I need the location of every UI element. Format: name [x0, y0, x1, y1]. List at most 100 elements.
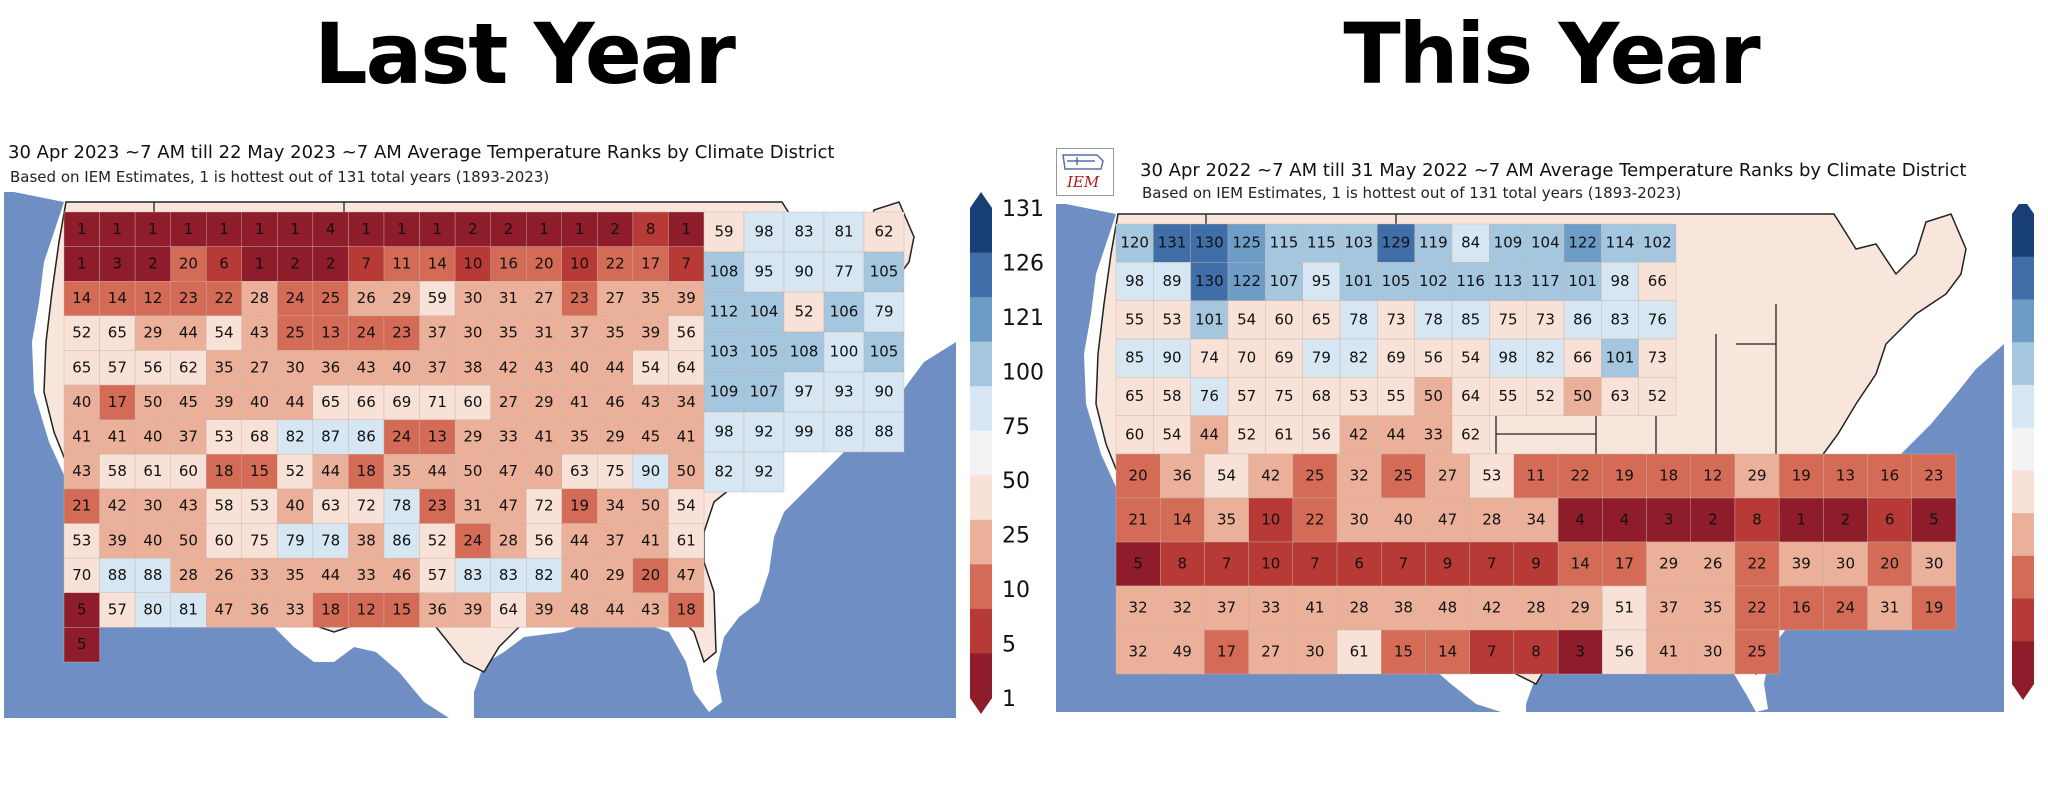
- district-cell: [348, 211, 385, 247]
- district-cell: [490, 211, 527, 247]
- district-cell: [312, 315, 349, 351]
- district-rank: 65: [1312, 310, 1331, 328]
- district-cell: [1557, 585, 1603, 631]
- district-rank: 2: [504, 220, 514, 238]
- district-rank: 78: [321, 531, 340, 549]
- district-cell: [1115, 223, 1154, 263]
- district-cell: [1602, 629, 1647, 675]
- district-cell: [63, 281, 100, 317]
- district-rank: 32: [1350, 467, 1369, 485]
- district-rank: 68: [1312, 387, 1331, 405]
- district-rank: 44: [321, 566, 340, 584]
- district-cell: [134, 557, 171, 593]
- district-rank: 18: [321, 601, 340, 619]
- district-rank: 107: [750, 383, 779, 401]
- district-cell: [1227, 300, 1266, 340]
- district-rank: 53: [250, 497, 269, 515]
- district-rank: 52: [794, 303, 813, 321]
- district-cell: [526, 557, 562, 593]
- district-rank: 34: [1526, 511, 1545, 529]
- colorbar-tick-label: 5: [1002, 633, 1016, 658]
- district-rank: 44: [428, 462, 447, 480]
- district-cell: [1377, 223, 1415, 263]
- district-rank: 42: [1261, 467, 1280, 485]
- district-rank: 17: [641, 254, 660, 272]
- district-cell: [597, 281, 634, 317]
- district-rank: 84: [1461, 234, 1480, 252]
- district-cell: [134, 523, 171, 559]
- district-cell: [277, 384, 314, 420]
- district-rank: 89: [1162, 272, 1181, 290]
- district-rank: 40: [570, 566, 589, 584]
- district-rank: 13: [321, 324, 340, 342]
- district-cell: [134, 246, 171, 282]
- district-rank: 54: [641, 358, 660, 376]
- district-rank: 28: [1350, 599, 1369, 617]
- district-rank: 114: [1606, 234, 1635, 252]
- district-rank: 56: [1615, 643, 1634, 661]
- district-rank: 92: [754, 423, 773, 441]
- district-rank: 26: [1703, 555, 1722, 573]
- district-rank: 53: [1482, 467, 1501, 485]
- district-rank: 60: [1125, 425, 1144, 443]
- district-rank: 39: [214, 393, 233, 411]
- colorbar-tick-label: 10: [1002, 578, 1030, 603]
- district-rank: 101: [1606, 349, 1635, 367]
- district-cell: [312, 419, 349, 455]
- district-rank: 105: [870, 263, 899, 281]
- colorbar-segment: [970, 341, 992, 387]
- district-rank: 50: [641, 497, 660, 515]
- district-rank: 38: [1394, 599, 1413, 617]
- district-rank: 37: [606, 531, 625, 549]
- district-rank: 4: [1620, 511, 1630, 529]
- district-cell: [1292, 541, 1338, 587]
- district-rank: 55: [1498, 387, 1517, 405]
- colorbar-segment: [2012, 427, 2034, 471]
- district-cell: [743, 291, 785, 333]
- district-rank: 54: [1461, 349, 1480, 367]
- district-cell: [668, 454, 705, 490]
- district-cell: [206, 419, 242, 455]
- district-rank: 108: [790, 343, 819, 361]
- district-cell: [1265, 300, 1303, 340]
- district-rank: 30: [1703, 643, 1722, 661]
- district-rank: 115: [1270, 234, 1299, 252]
- colorbar-segment: [970, 430, 992, 476]
- district-rank: 41: [677, 428, 696, 446]
- district-cell: [383, 211, 420, 247]
- district-cell: [823, 331, 865, 373]
- district-rank: 78: [1349, 310, 1368, 328]
- colorbar-bottom-arrow: [2012, 684, 2034, 700]
- district-rank: 31: [499, 289, 518, 307]
- district-cell: [63, 592, 100, 628]
- district-cell: [1414, 415, 1453, 455]
- district-rank: 8: [1178, 555, 1188, 573]
- district-cell: [1414, 377, 1453, 416]
- district-cell: [383, 384, 420, 420]
- district-cell: [703, 451, 745, 493]
- district-rank: 17: [1615, 555, 1634, 573]
- district-cell: [1302, 262, 1341, 301]
- district-rank: 64: [677, 358, 696, 376]
- district-cell: [1302, 338, 1341, 378]
- district-rank: 90: [1162, 349, 1181, 367]
- district-rank: 24: [286, 289, 305, 307]
- district-cell: [1160, 629, 1205, 675]
- district-rank: 41: [1659, 643, 1678, 661]
- district-rank: 44: [321, 462, 340, 480]
- district-cell: [632, 246, 669, 282]
- district-rank: 1: [433, 220, 443, 238]
- district-rank: 27: [1438, 467, 1457, 485]
- district-cell: [561, 211, 598, 247]
- district-rank: 49: [1173, 643, 1192, 661]
- district-rank: 51: [1615, 599, 1634, 617]
- district-cell: [99, 592, 136, 628]
- district-rank: 87: [321, 428, 340, 446]
- district-rank: 14: [72, 289, 91, 307]
- district-rank: 43: [179, 497, 198, 515]
- district-cell: [1601, 300, 1639, 340]
- district-cell: [632, 315, 669, 351]
- district-cell: [863, 331, 905, 373]
- district-rank: 46: [392, 566, 411, 584]
- district-rank: 32: [1129, 599, 1148, 617]
